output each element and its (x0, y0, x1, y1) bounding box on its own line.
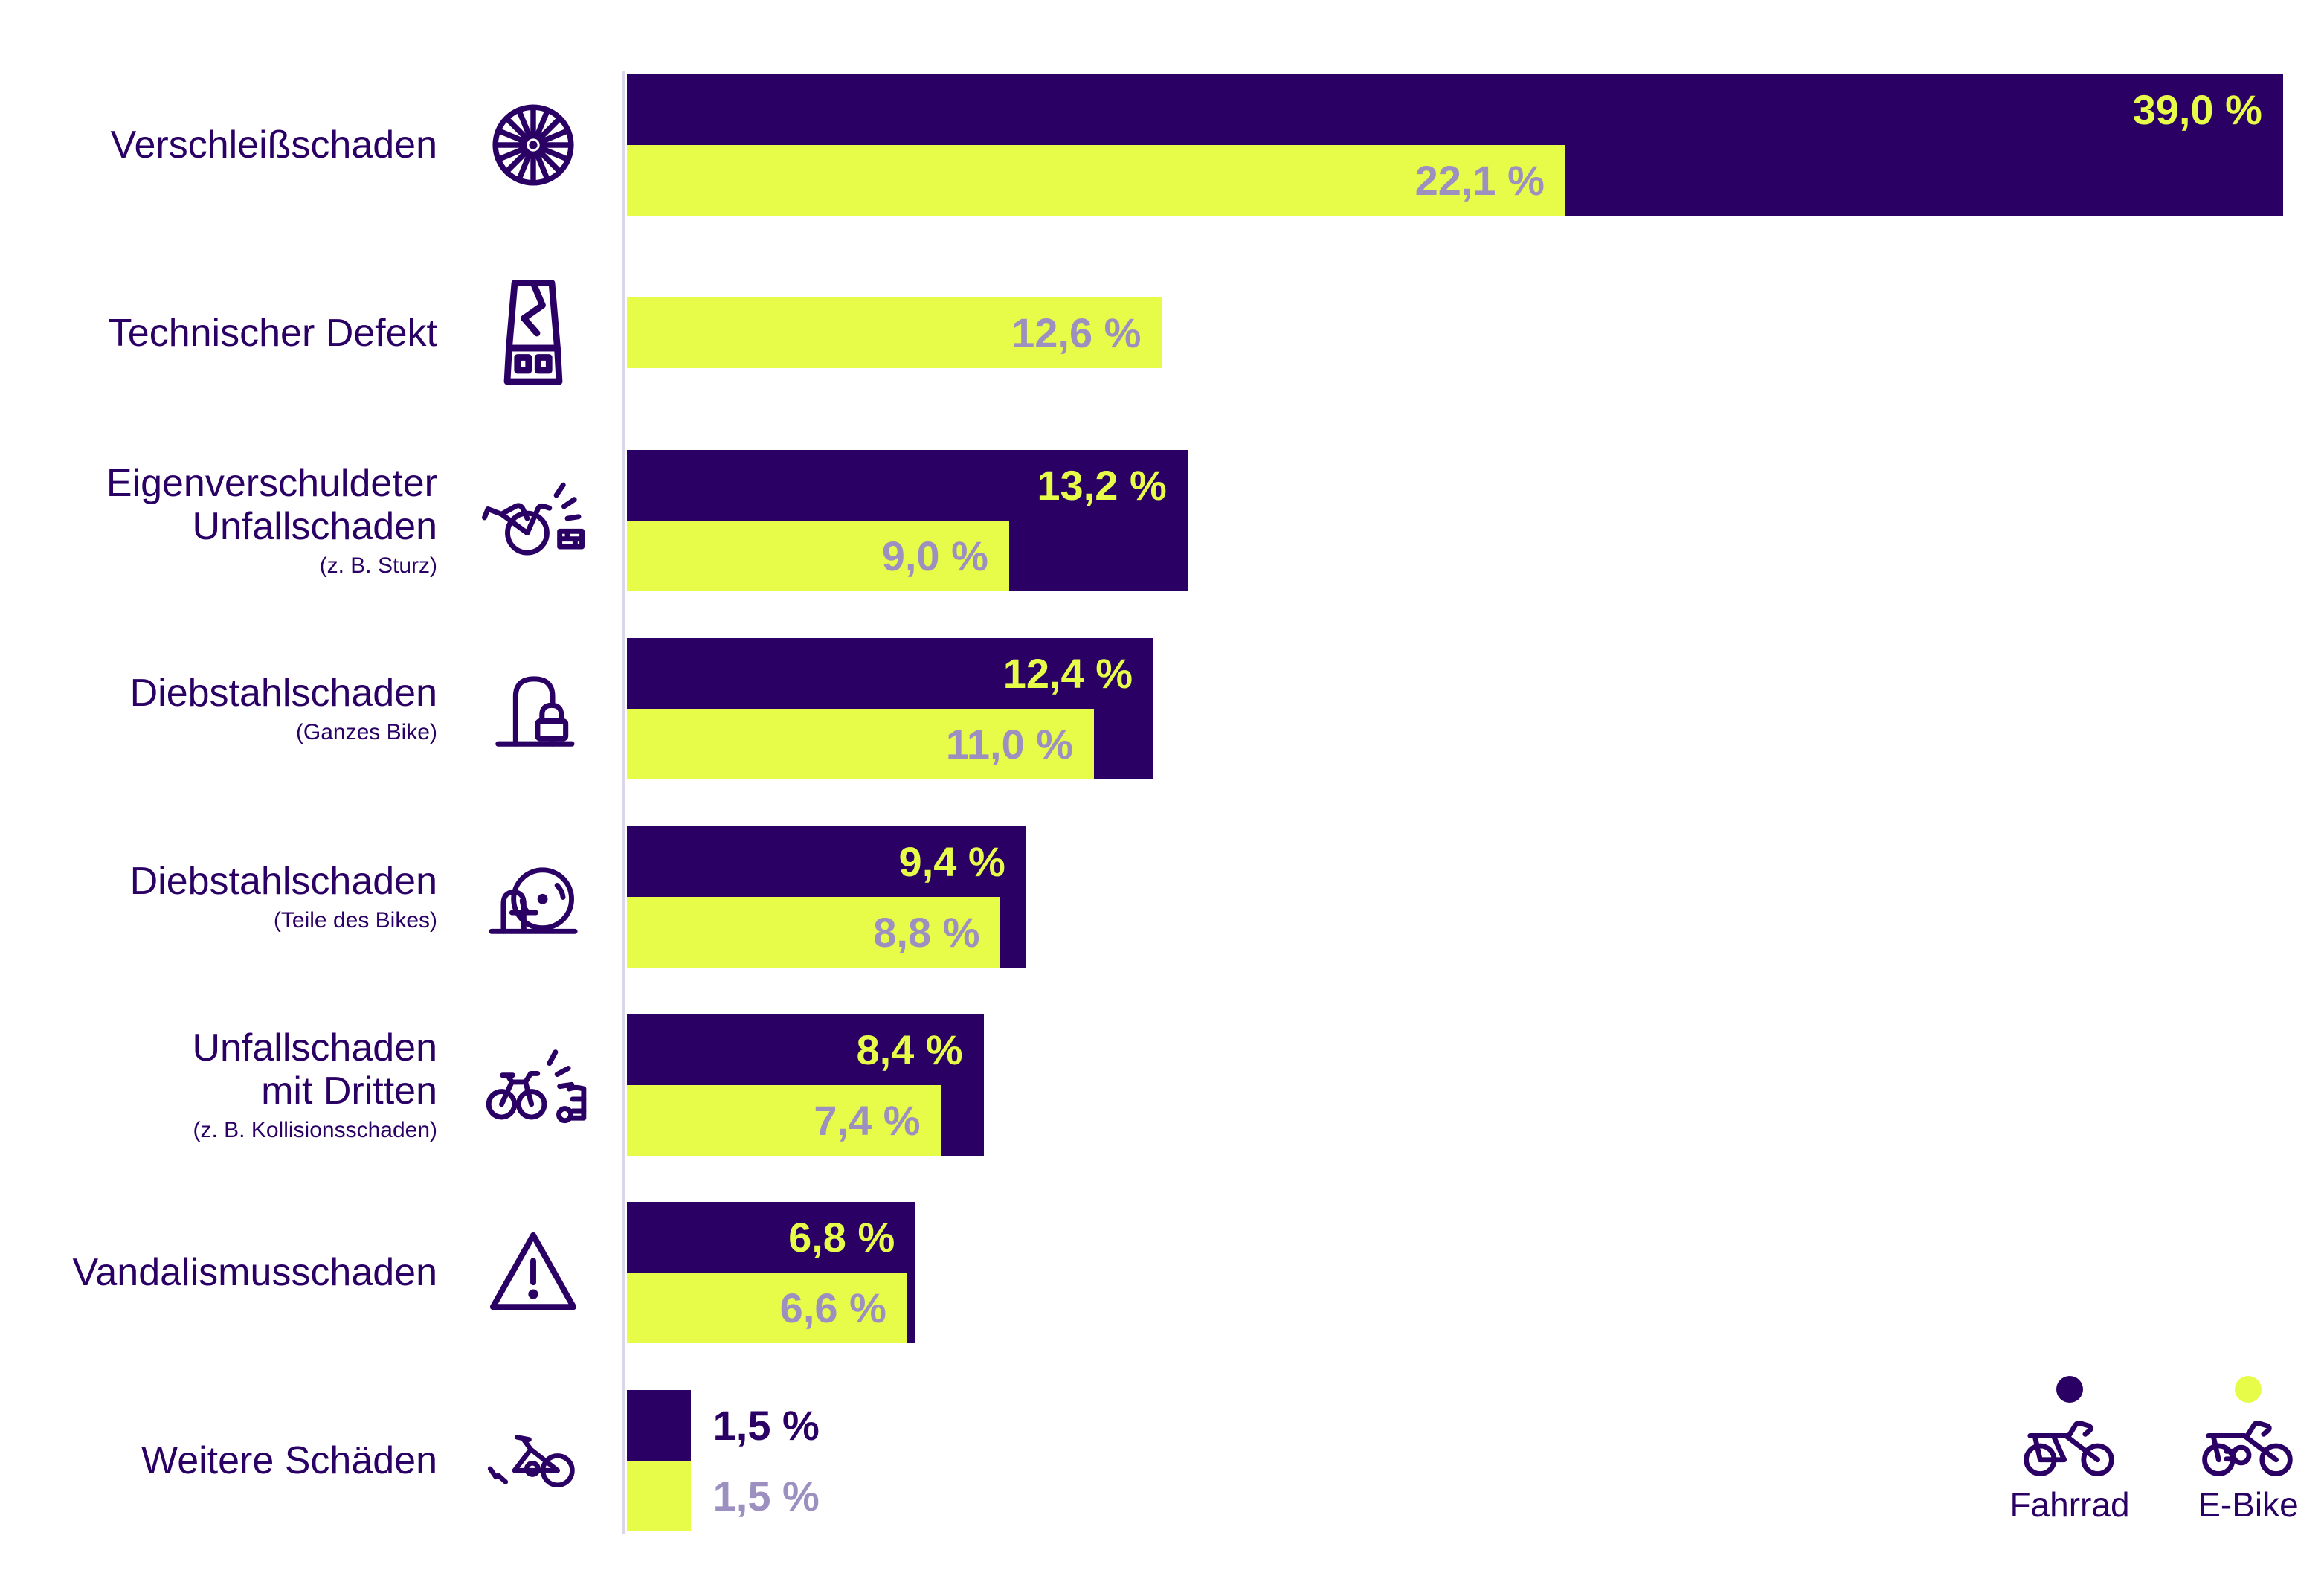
wheel-lock-icon (445, 826, 622, 968)
category-row: 12,4 % 11,0 % Diebstahlschaden (Ganzes Bi… (0, 638, 2324, 779)
legend-label-fahrrad: Fahrrad (2009, 1485, 2130, 1524)
category-label-line: Verschleißschaden (110, 123, 437, 167)
category-row: 9,4 % 8,8 % Diebstahlschaden (Teile des B… (0, 826, 2324, 968)
category-label: Weitere Schäden (0, 1390, 437, 1531)
legend-item-ebike: E-Bike (2177, 1376, 2319, 1525)
category-label-line: Diebstahlschaden (129, 672, 437, 715)
ebike-bar (627, 297, 1162, 368)
category-label-line: mit Dritten (261, 1069, 437, 1113)
category-sublabel: (z. B. Kollisionsschaden) (193, 1118, 437, 1142)
fahrrad-value-label: 6,8 % (788, 1214, 895, 1261)
category-row: 1,5 % 1,5 % Weitere Schäden (0, 1390, 2324, 1531)
warning-triangle-icon (445, 1202, 622, 1343)
broken-bike-icon (445, 1390, 622, 1531)
category-sublabel: (Ganzes Bike) (295, 720, 437, 744)
legend-item-fahrrad: Fahrrad (1999, 1376, 2140, 1525)
category-label-line: Eigenverschuldeter (106, 462, 437, 505)
category-row: 13,2 % 9,0 % Eigenverschuldeter Unfallsch… (0, 450, 2324, 591)
category-label: Eigenverschuldeter Unfallschaden (z. B. St… (0, 450, 437, 591)
fahrrad-color-dot (2056, 1376, 2083, 1403)
ebike-bar (627, 1273, 907, 1343)
category-label: Vandalismusschaden (0, 1202, 437, 1343)
category-label: Verschleißschaden (0, 74, 437, 216)
category-row: 8,4 % 7,4 % Unfallschaden mit Dritten (z. … (0, 1014, 2324, 1156)
y-axis-line (622, 71, 625, 1534)
category-label: Diebstahlschaden (Ganzes Bike) (0, 638, 437, 779)
fahrrad-value-label: 12,4 % (1002, 650, 1133, 697)
category-sublabel: (z. B. Sturz) (319, 553, 437, 578)
ebike-bar (627, 1461, 691, 1531)
category-row: 39,0 % 22,1 % Verschleißschaden (0, 74, 2324, 216)
ebike-bar (627, 897, 1001, 968)
ebike-bar (627, 709, 1095, 779)
ebike-bar (627, 1085, 941, 1156)
fahrrad-value-label: 13,2 % (1037, 462, 1167, 509)
ebike-value-label: 9,0 % (881, 533, 988, 579)
ebike-value-label: 11,0 % (945, 721, 1074, 768)
category-label-line: Unfallschaden (192, 1026, 437, 1069)
ebike-value-label: 6,6 % (779, 1284, 886, 1331)
bicycle-icon (2019, 1410, 2120, 1482)
category-label: Unfallschaden mit Dritten (z. B. Kollision… (0, 1014, 437, 1156)
category-label: Technischer Defekt (0, 263, 437, 404)
ebike-value-label: 1,5 % (712, 1473, 820, 1519)
ebike-color-dot (2235, 1376, 2262, 1403)
category-sublabel: (Teile des Bikes) (273, 908, 437, 933)
legend-label-ebike: E-Bike (2198, 1485, 2299, 1524)
bike-stand-lock-icon (445, 638, 622, 779)
ebike-bar (627, 145, 1565, 216)
fahrrad-value-label: 8,4 % (856, 1026, 963, 1073)
category-label-line: Unfallschaden (192, 505, 437, 548)
ebike-value-label: 8,8 % (873, 909, 980, 956)
legend: Fahrrad E-Bike (1999, 1376, 2319, 1525)
ebike-value-label: 12,6 % (1011, 309, 1142, 356)
broken-battery-icon (445, 263, 622, 404)
wheel-icon (445, 74, 622, 216)
category-label-line: Technischer Defekt (108, 312, 437, 355)
category-label: Diebstahlschaden (Teile des Bikes) (0, 826, 437, 968)
category-label-line: Weitere Schäden (141, 1439, 437, 1482)
ebike-bar (627, 521, 1009, 591)
fahrrad-value-label: 39,0 % (2132, 86, 2262, 133)
ebike-icon (2198, 1410, 2299, 1482)
bike-collision-icon (445, 1014, 622, 1156)
bike-fall-icon (445, 450, 622, 591)
category-label-line: Vandalismusschaden (72, 1251, 437, 1294)
fahrrad-value-label: 9,4 % (898, 838, 1005, 885)
fahrrad-value-label: 1,5 % (712, 1402, 820, 1449)
category-row: 6,8 % 6,6 % Vandalismusschaden (0, 1202, 2324, 1343)
ebike-value-label: 7,4 % (814, 1097, 921, 1144)
category-row: 12,6 % Technischer Defekt (0, 263, 2324, 404)
ebike-value-label: 22,1 % (1414, 157, 1545, 204)
category-label-line: Diebstahlschaden (129, 860, 437, 903)
